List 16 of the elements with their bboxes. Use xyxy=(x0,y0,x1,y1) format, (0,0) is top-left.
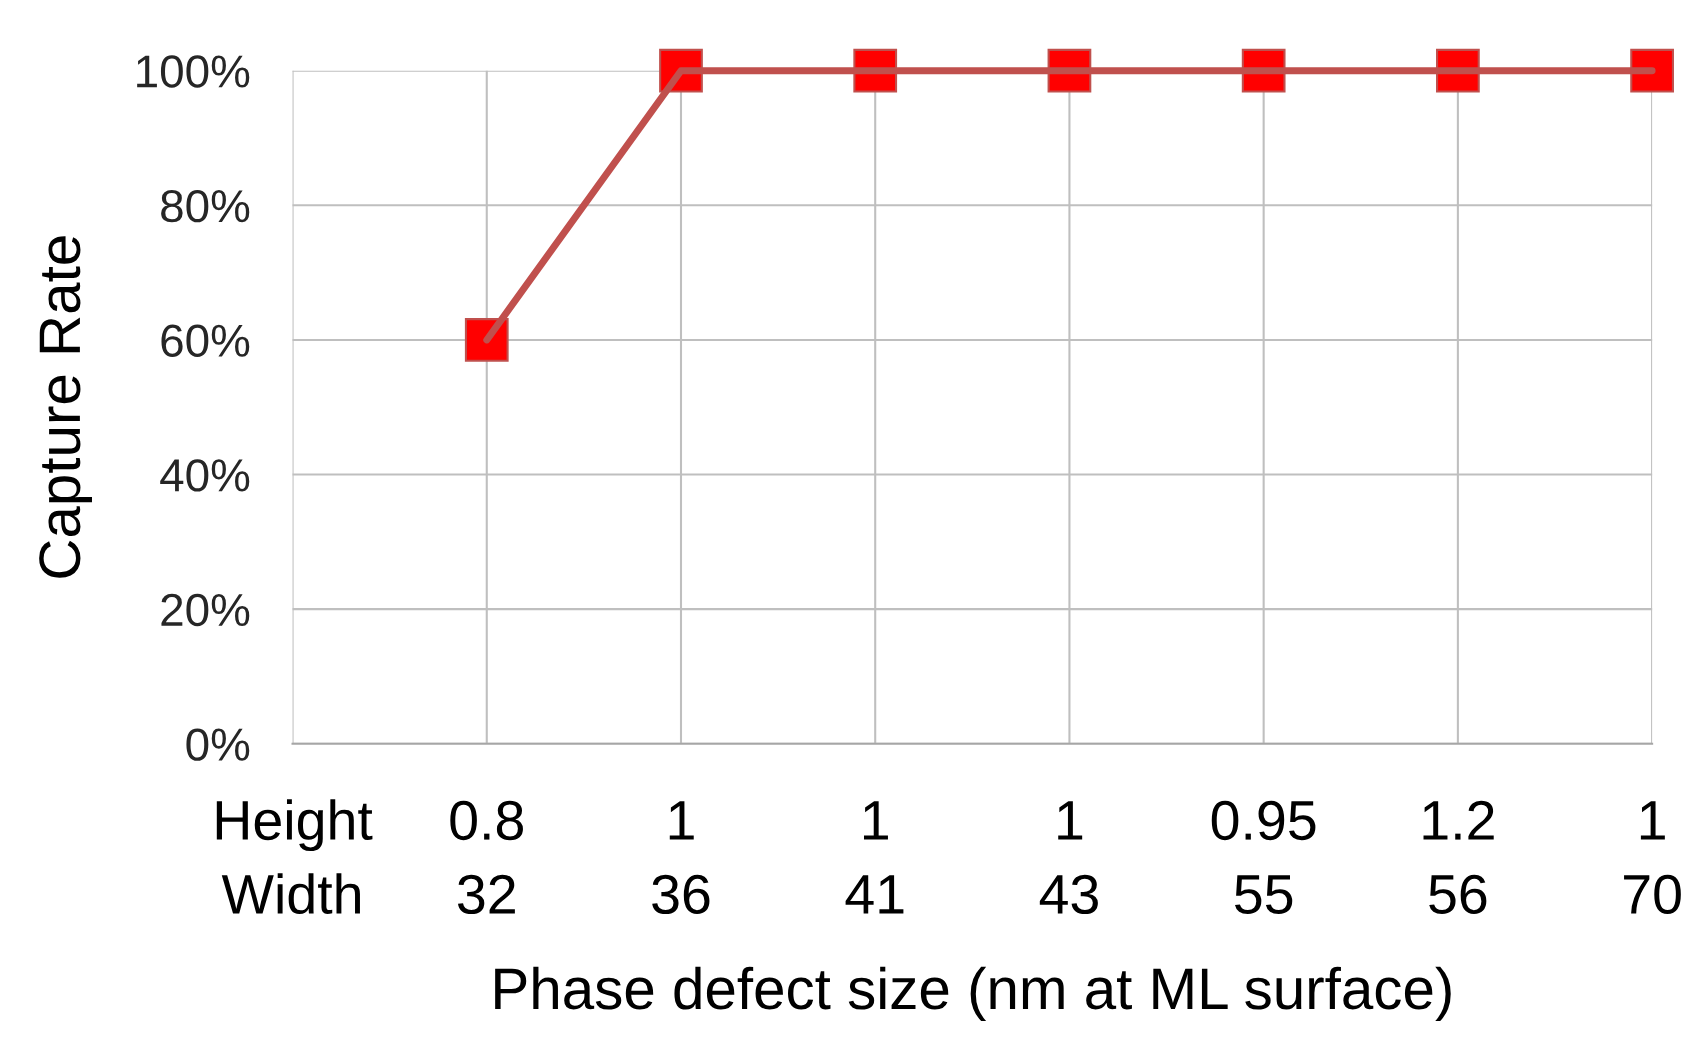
y-tick-label: 60% xyxy=(161,324,250,357)
y-tick-label: 80% xyxy=(161,189,250,223)
x-tick-label: 1 70 xyxy=(1624,801,1681,915)
x-tick-label: 1 41 xyxy=(845,801,904,914)
x-axis-title: Phase defect size (nm at ML surface) xyxy=(495,966,1451,1022)
x-tick-label: 0.95 55 xyxy=(1211,800,1316,915)
y-tick-label: 20% xyxy=(161,593,250,627)
x-tick-label: 1 36 xyxy=(652,801,710,915)
y-tick-label: 0% xyxy=(186,728,250,761)
x-tick-label: 1 43 xyxy=(1039,801,1098,915)
y-tick-label: 100% xyxy=(137,55,250,88)
y-tick-label: 40% xyxy=(160,459,250,492)
y-axis-title: Capture Rate xyxy=(39,236,92,578)
x-tick-label: 1.2 56 xyxy=(1423,800,1494,915)
x-tick-label: 0.8 32 xyxy=(450,800,523,915)
x-tick-label: Height Width xyxy=(216,799,373,915)
